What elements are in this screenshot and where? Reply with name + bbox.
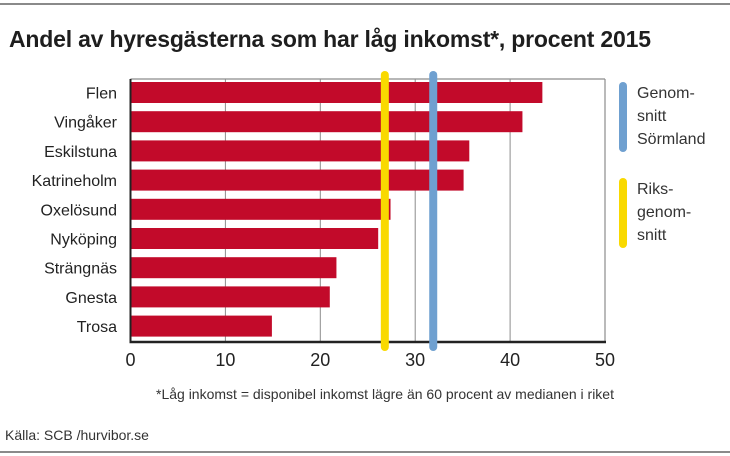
x-tick-label: 20 <box>310 350 330 370</box>
legend-label: Riks- <box>637 181 673 198</box>
bar-katrineholm <box>130 169 464 191</box>
legend-label: genom- <box>637 204 691 221</box>
bar-strängnäs <box>130 257 337 279</box>
x-tick-labels: 0 10 20 30 40 50 <box>125 350 615 370</box>
chart-title: Andel av hyresgästerna som har låg inkom… <box>9 26 651 52</box>
bar-eskilstuna <box>130 140 470 162</box>
bar-vingåker <box>130 111 523 133</box>
legend: Genom-snitt Sörmland Riks-genom-snitt <box>619 82 705 248</box>
bottom-rule <box>0 451 730 453</box>
bar-gnesta <box>130 286 330 308</box>
category-label: Katrineholm <box>32 173 117 190</box>
x-tick-label: 10 <box>215 350 235 370</box>
legend-label: Sörmland <box>637 131 705 148</box>
category-label: Trosa <box>77 319 117 336</box>
bar-oxelösund <box>130 198 391 220</box>
category-labels: Flen Vingåker Eskilstuna Katrineholm Oxelösu… <box>32 86 118 337</box>
x-tick-label: 50 <box>595 350 615 370</box>
category-label: Nyköping <box>50 232 117 249</box>
footnote: *Låg inkomst = disponibel inkomst lägre … <box>156 386 614 402</box>
category-label: Strängnäs <box>44 261 117 278</box>
source-note: Källa: SCB /hurvibor.se <box>5 427 149 443</box>
bars <box>130 82 543 337</box>
plot-frame <box>129 78 606 344</box>
top-rule <box>0 3 730 5</box>
legend-label: Genom- <box>637 85 695 102</box>
x-tick-label: 40 <box>500 350 520 370</box>
bar-nyköping <box>130 228 379 249</box>
bar-trosa <box>130 315 272 337</box>
legend-label: snitt <box>637 108 667 125</box>
x-tick-label: 0 <box>125 350 135 370</box>
category-label: Vingåker <box>54 114 118 132</box>
category-label: Gnesta <box>65 290 117 307</box>
category-label: Oxelösund <box>41 202 118 219</box>
category-label: Eskilstuna <box>44 144 117 161</box>
legend-label: snitt <box>637 227 667 244</box>
category-label: Flen <box>86 86 117 103</box>
reference-lines <box>380 71 438 351</box>
x-tick-label: 30 <box>405 350 425 370</box>
bar-flen <box>130 82 543 103</box>
